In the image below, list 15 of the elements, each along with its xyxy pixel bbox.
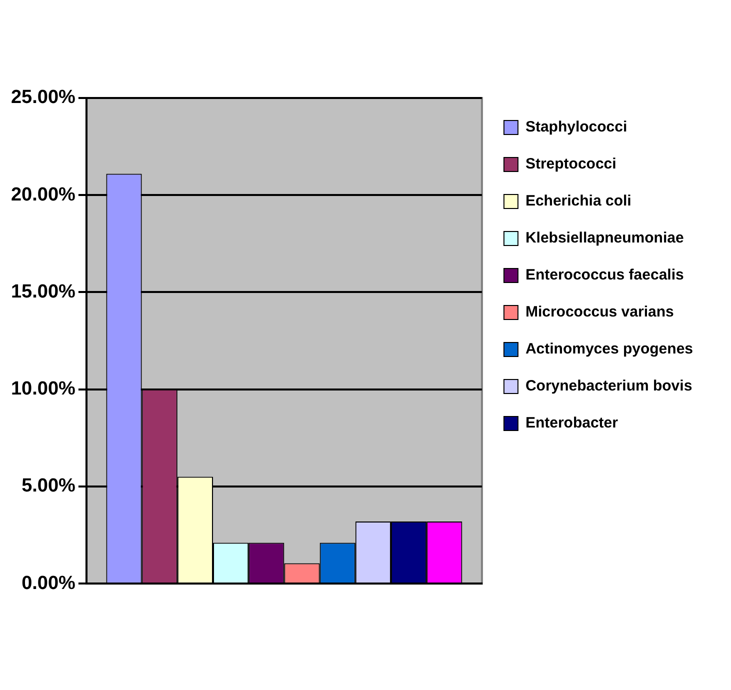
legend-label: Corynebacterium bovis	[525, 378, 692, 395]
y-tick-label: 15.00%	[10, 281, 76, 302]
legend-label: Streptococci	[525, 156, 616, 173]
legend-label: Klebsiellapneumoniae	[525, 230, 684, 247]
y-tick-label: 20.00%	[10, 184, 76, 206]
legend-label: Micrococcus varians	[525, 304, 674, 321]
legend-label: Staphylococci	[525, 118, 628, 136]
y-tick-label: 25.00%	[10, 87, 76, 108]
legend-label: Echerichia coli	[525, 192, 632, 210]
legend-label: Enterococcus faecalis	[525, 266, 684, 284]
y-tick-label: 0.00%	[22, 572, 76, 594]
legend-label: Enterobacter	[525, 414, 618, 432]
y-tick-label: 5.00%	[22, 476, 76, 497]
y-tick-label: 10.00%	[10, 378, 76, 400]
legend-label: Actinomyces pyogenes	[525, 340, 694, 358]
